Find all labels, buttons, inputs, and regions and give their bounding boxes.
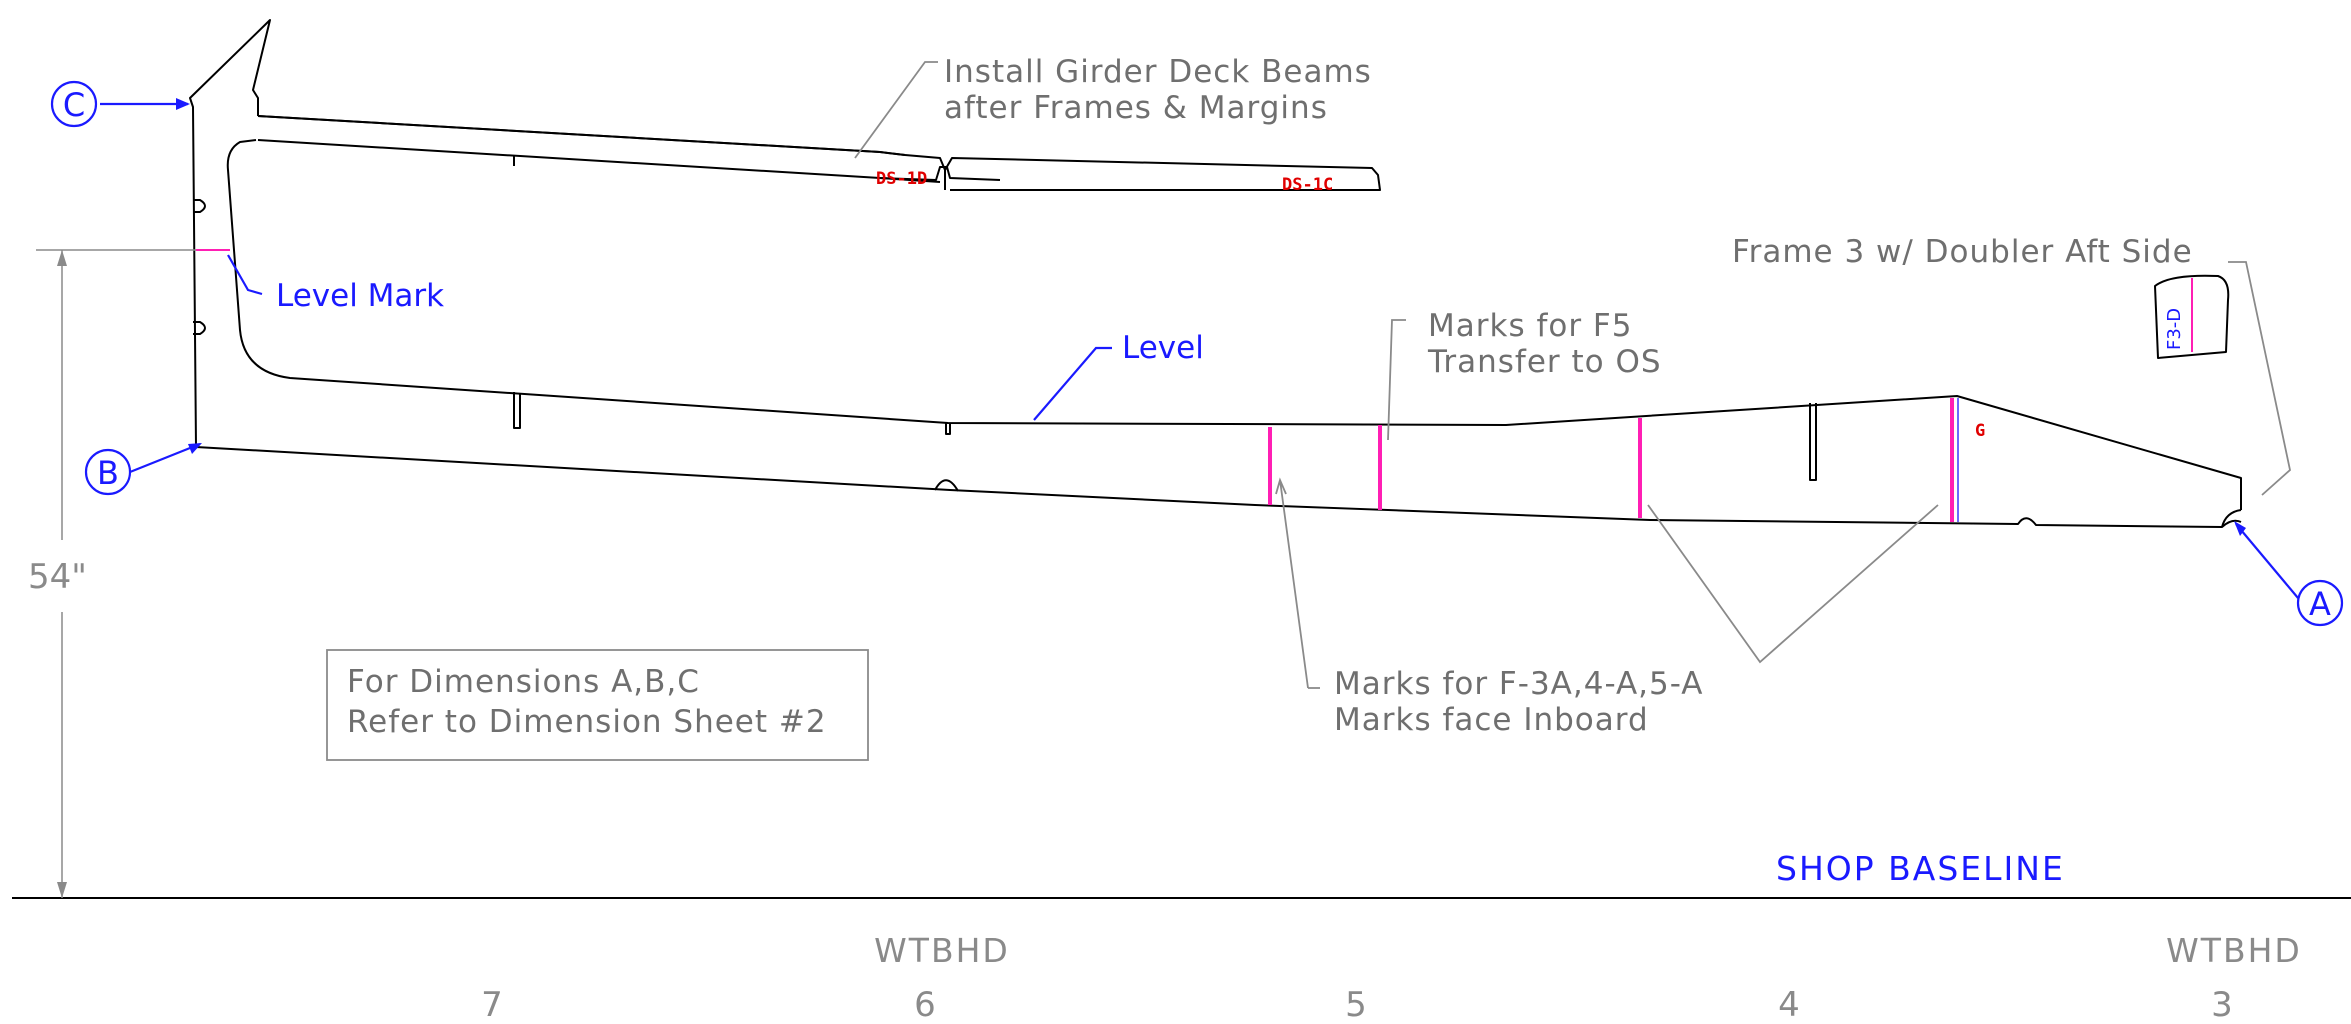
svg-text:C: C — [63, 86, 85, 124]
svg-text:A: A — [2309, 585, 2331, 623]
station-num-7: 7 — [481, 985, 503, 1024]
dims-note-box — [326, 649, 869, 761]
label-g: G — [1975, 421, 1985, 441]
label-ds-1d: DS-1D — [876, 169, 927, 189]
label-level-mark: Level Mark — [276, 278, 444, 314]
leaders — [854, 61, 2291, 689]
station-top-6: WTBHD — [874, 931, 1010, 970]
station-num-3: 3 — [2211, 985, 2233, 1024]
note-marks-line2: Marks face Inboard — [1334, 702, 1649, 738]
label-shop-baseline: SHOP BASELINE — [1776, 849, 2065, 888]
svg-text:B: B — [97, 454, 119, 492]
note-girder-line1: Install Girder Deck Beams — [944, 54, 1372, 90]
station-num-4: 4 — [1778, 985, 1800, 1024]
note-frame3: Frame 3 w/ Doubler Aft Side — [1732, 234, 2193, 270]
station-num-6: 6 — [914, 985, 936, 1024]
note-f5-line2: Transfer to OS — [1427, 344, 1662, 380]
callout-a: A — [2296, 579, 2344, 627]
dimension-text: 54" — [28, 557, 87, 597]
blue-leaders — [100, 98, 2299, 599]
label-level: Level — [1122, 330, 1204, 366]
frame-marks — [1268, 398, 1959, 522]
height-dimension — [36, 249, 196, 898]
note-girder-line2: after Frames & Margins — [944, 90, 1328, 126]
note-marks-line1: Marks for F-3A,4-A,5-A — [1334, 666, 1703, 702]
callout-b: B — [84, 448, 132, 496]
note-dims-line2: Refer to Dimension Sheet #2 — [347, 704, 827, 740]
station-num-5: 5 — [1345, 985, 1367, 1024]
note-f5-line1: Marks for F5 — [1428, 308, 1632, 344]
girder-deck-beams — [257, 115, 1381, 191]
label-f3-d: F3-D — [2164, 308, 2185, 350]
station-labels: WTBHD WTBHD 7 6 5 4 3 — [481, 931, 2302, 1024]
callout-c: C — [50, 80, 98, 128]
note-dims-line1: For Dimensions A,B,C — [347, 664, 700, 700]
label-ds-1c: DS-1C — [1282, 175, 1333, 195]
doubler-f3d — [2154, 274, 2230, 359]
station-top-3: WTBHD — [2166, 931, 2302, 970]
